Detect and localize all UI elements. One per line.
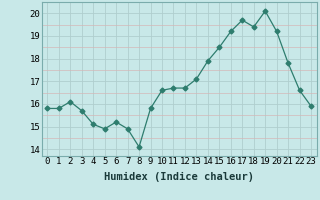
X-axis label: Humidex (Indice chaleur): Humidex (Indice chaleur) (104, 172, 254, 182)
